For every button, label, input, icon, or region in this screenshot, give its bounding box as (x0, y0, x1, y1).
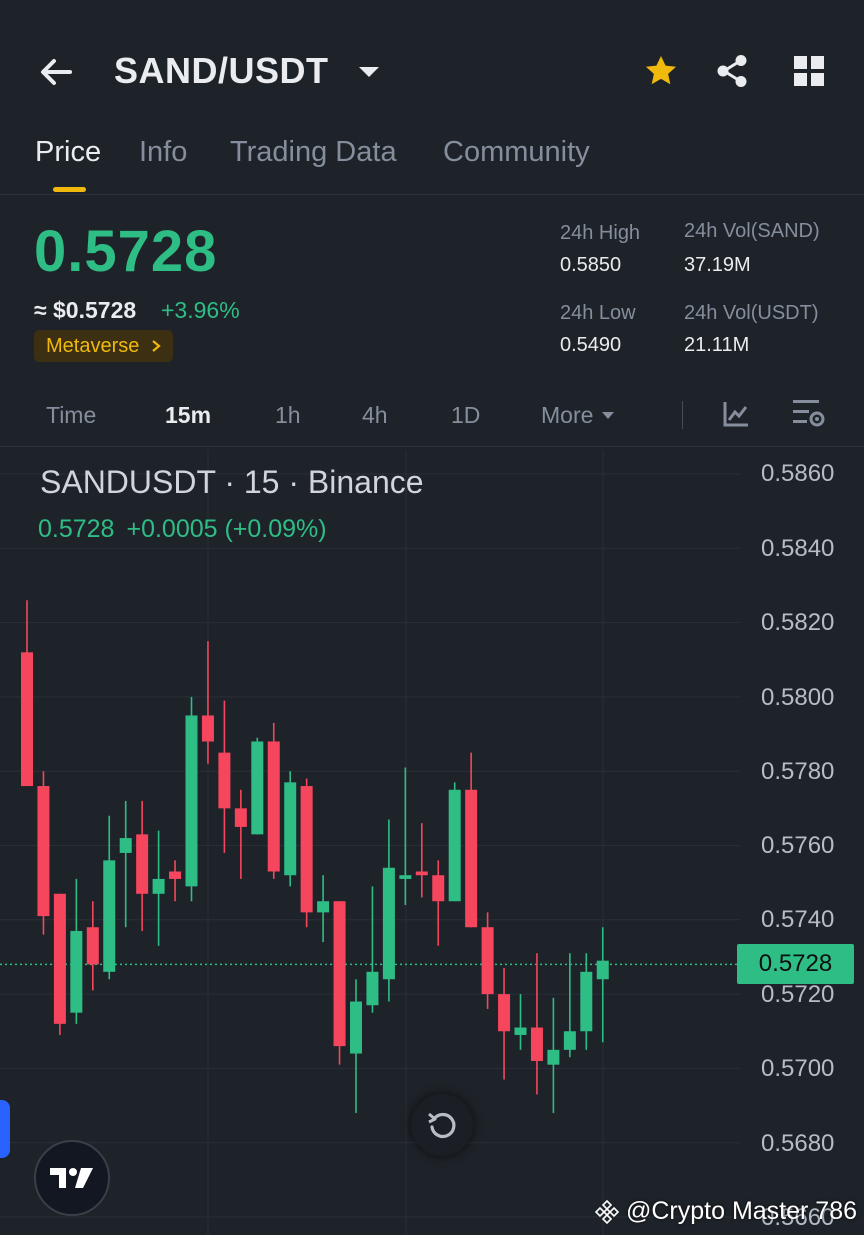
timeframe-15m[interactable]: 15m (165, 402, 212, 428)
usd-price: ≈ $0.5728 (34, 297, 137, 323)
high-value: 0.5850 (560, 254, 622, 276)
candle-body (103, 860, 116, 972)
indicator-icon[interactable] (722, 400, 750, 428)
refresh-icon (428, 1112, 456, 1139)
y-axis-tick: 0.5680 (761, 1130, 835, 1157)
candle-body (201, 715, 214, 742)
toolbar-divider (682, 401, 683, 429)
low-value: 0.5490 (560, 334, 622, 356)
candle-body (350, 1001, 362, 1054)
timeframe-time[interactable]: Time (46, 402, 97, 428)
candle-body (432, 875, 445, 902)
candle-body (530, 1027, 543, 1061)
candle-body (234, 808, 247, 827)
candle-body (300, 786, 313, 913)
candle-body (251, 741, 264, 835)
candle-body (563, 1031, 576, 1050)
candle-body (596, 960, 609, 980)
price-change-percent: +3.96% (161, 297, 240, 323)
category-tag-label: Metaverse (46, 334, 140, 357)
timeframe-more[interactable]: More (541, 402, 615, 429)
candle-body (37, 786, 50, 917)
candle-body (547, 1049, 560, 1065)
candle-body (415, 871, 428, 876)
chart-settings-icon[interactable] (792, 398, 826, 430)
y-axis-tick: 0.5760 (761, 832, 835, 859)
chart-last-value: 0.5728 (38, 515, 115, 543)
candle-body (152, 878, 165, 894)
vol-quote-label: 24h Vol(USDT) (684, 302, 819, 324)
grid-icon[interactable] (792, 54, 826, 88)
candle-body (448, 789, 461, 902)
pair-title[interactable]: SAND/USDT (114, 50, 329, 91)
candle-body (86, 927, 99, 965)
candle-body (580, 971, 593, 1032)
timeframe-more-label: More (541, 402, 594, 428)
watermark-text: @Crypto Master 786 (626, 1197, 858, 1225)
candle-body (136, 834, 149, 894)
binance-logo-icon (594, 1199, 620, 1224)
y-axis-tick: 0.5720 (761, 981, 835, 1008)
divider (0, 446, 864, 447)
vol-base-label: 24h Vol(SAND) (684, 220, 820, 242)
chevron-right-icon (152, 340, 162, 352)
dropdown-caret-icon[interactable] (357, 62, 381, 82)
chart-legend-values: 0.5728 +0.0005 (+0.09%) (38, 515, 339, 544)
tab-community[interactable]: Community (443, 136, 590, 168)
candle-body (169, 871, 182, 879)
chart-title: SANDUSDT · 15 · Binance (40, 464, 424, 500)
candle-body (53, 893, 66, 1024)
candle-body (284, 782, 297, 876)
candle-body (514, 1027, 527, 1035)
y-axis-tick: 0.5700 (761, 1055, 835, 1082)
last-price: 0.5728 (34, 219, 218, 284)
y-axis-tick: 0.5860 (761, 460, 835, 487)
candle-body (399, 875, 412, 879)
candle-body (267, 741, 280, 872)
candle-body (382, 867, 395, 980)
tab-price[interactable]: Price (35, 136, 102, 168)
candle-body (498, 994, 511, 1032)
tab-info[interactable]: Info (139, 136, 188, 168)
candle-body (21, 652, 33, 787)
y-axis-tick: 0.5780 (761, 758, 835, 785)
current-price-label: 0.5728 (737, 944, 854, 984)
y-axis-tick: 0.5840 (761, 535, 835, 562)
star-icon[interactable] (642, 52, 680, 90)
active-tab-indicator (53, 187, 86, 192)
timeframe-4h[interactable]: 4h (362, 402, 388, 428)
dropdown-caret-icon (602, 411, 615, 419)
high-label: 24h High (560, 222, 641, 244)
candle-body (185, 715, 198, 887)
y-axis-tick: 0.5820 (761, 609, 835, 636)
chart-change: +0.0005 (+0.09%) (126, 515, 327, 543)
candle-body (119, 838, 132, 853)
timeframe-1d[interactable]: 1D (451, 402, 481, 428)
vol-base-value: 37.19M (684, 254, 751, 276)
low-label: 24h Low (560, 302, 636, 324)
category-tag[interactable]: Metaverse (34, 330, 174, 362)
share-icon[interactable] (713, 52, 751, 90)
candlestick-chart[interactable] (0, 450, 864, 1235)
timeframe-1h[interactable]: 1h (275, 402, 301, 428)
candle-body (317, 901, 330, 913)
watermark: @Crypto Master 786 (594, 1197, 857, 1226)
back-arrow-icon[interactable] (36, 52, 76, 92)
tab-trading-data[interactable]: Trading Data (230, 136, 397, 168)
side-panel-handle[interactable] (0, 1100, 10, 1158)
candle-body (481, 927, 494, 995)
candle-body (218, 752, 231, 809)
candle-body (465, 789, 478, 928)
reset-chart-button[interactable] (411, 1094, 473, 1156)
candle-body (333, 901, 346, 1047)
candle-body (70, 930, 83, 1013)
y-axis-tick: 0.5800 (761, 684, 835, 711)
candle-body (366, 971, 379, 1006)
tradingview-logo[interactable] (34, 1140, 110, 1216)
y-axis-tick: 0.5740 (761, 906, 835, 933)
y-axis-tick: 0.5660 (761, 1204, 835, 1231)
vol-quote-value: 21.11M (684, 334, 750, 356)
divider (0, 194, 864, 195)
